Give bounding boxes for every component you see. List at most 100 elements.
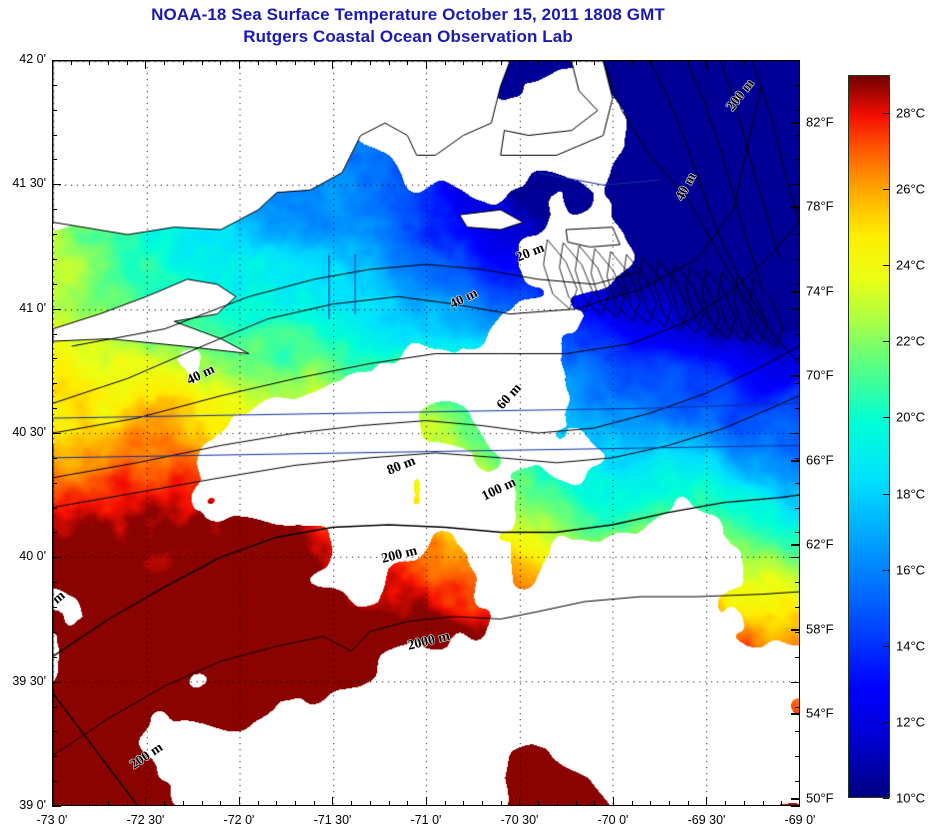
y-tick-minor-right bbox=[795, 259, 800, 260]
x-tick-minor bbox=[108, 60, 109, 65]
colorbar-fahrenheit-tick bbox=[791, 713, 800, 715]
y-tick-minor-right bbox=[795, 731, 800, 732]
x-tick-minor-bottom bbox=[463, 801, 464, 806]
x-tick-minor bbox=[445, 60, 446, 65]
y-tick-minor bbox=[52, 433, 61, 434]
colorbar-fahrenheit-label: 50°F bbox=[806, 790, 834, 806]
x-tick-minor-bottom bbox=[482, 801, 483, 806]
x-tick-minor-bottom bbox=[744, 801, 745, 806]
x-axis-tick-label: -69 0' bbox=[784, 813, 816, 827]
temperature-colorbar[interactable] bbox=[848, 75, 890, 798]
y-axis-tick-label: 39 0' bbox=[19, 798, 46, 812]
colorbar-fahrenheit-tick bbox=[791, 460, 800, 462]
y-tick-minor bbox=[52, 781, 57, 782]
y-tick-minor-right bbox=[791, 557, 800, 558]
y-tick-minor-right bbox=[791, 682, 800, 683]
x-tick-minor bbox=[576, 60, 577, 65]
colorbar-fahrenheit-label: 62°F bbox=[806, 536, 834, 552]
x-tick-minor-bottom bbox=[332, 797, 333, 806]
x-tick-minor bbox=[71, 60, 72, 65]
x-tick-minor bbox=[370, 60, 371, 65]
x-axis-tick-label: -69 30' bbox=[687, 813, 726, 827]
x-tick-minor bbox=[89, 60, 90, 65]
y-tick-minor-right bbox=[795, 110, 800, 111]
x-axis-tick-label: -70 0' bbox=[597, 813, 629, 827]
colorbar-celsius-label: 14°C bbox=[896, 638, 926, 654]
x-tick-minor bbox=[613, 60, 614, 69]
x-tick-minor bbox=[538, 60, 539, 65]
x-axis-tick-label: -72 30' bbox=[126, 813, 165, 827]
x-tick-minor bbox=[202, 60, 203, 65]
x-tick-minor bbox=[258, 60, 259, 65]
x-tick-minor bbox=[744, 60, 745, 65]
x-tick-minor-bottom bbox=[650, 801, 651, 806]
x-tick-minor-bottom bbox=[295, 801, 296, 806]
y-tick-minor-right bbox=[795, 358, 800, 359]
y-tick-minor-right bbox=[795, 159, 800, 160]
y-tick-minor-right bbox=[791, 433, 800, 434]
y-tick-minor bbox=[52, 358, 57, 359]
x-tick-minor bbox=[482, 60, 483, 65]
x-tick-minor-bottom bbox=[71, 801, 72, 806]
y-tick-minor-right bbox=[795, 607, 800, 608]
x-tick-minor bbox=[407, 60, 408, 65]
y-tick-minor bbox=[52, 508, 57, 509]
x-tick-minor-bottom bbox=[445, 801, 446, 806]
y-tick-minor-right bbox=[795, 234, 800, 235]
x-tick-minor bbox=[725, 60, 726, 65]
y-axis-tick-label: 40 30' bbox=[12, 425, 46, 439]
y-tick-minor bbox=[52, 234, 57, 235]
x-tick-minor-bottom bbox=[370, 801, 371, 806]
y-tick-minor bbox=[52, 135, 57, 136]
x-tick-minor-bottom bbox=[314, 801, 315, 806]
x-tick-minor bbox=[594, 60, 595, 65]
x-tick-minor-bottom bbox=[763, 801, 764, 806]
x-tick-minor-bottom bbox=[220, 801, 221, 806]
x-tick-minor-bottom bbox=[426, 797, 427, 806]
x-tick-minor-bottom bbox=[164, 801, 165, 806]
y-tick-minor-right bbox=[795, 756, 800, 757]
x-tick-minor bbox=[127, 60, 128, 65]
x-tick-minor bbox=[389, 60, 390, 65]
chart-title-block: NOAA-18 Sea Surface Temperature October … bbox=[0, 4, 816, 48]
y-axis-tick-label: 41 0' bbox=[19, 300, 46, 315]
y-tick-minor-right bbox=[795, 707, 800, 708]
x-tick-minor-bottom bbox=[389, 801, 390, 806]
colorbar-fahrenheit-label: 82°F bbox=[806, 114, 834, 129]
x-tick-minor-bottom bbox=[725, 801, 726, 806]
colorbar-fahrenheit-label: 78°F bbox=[806, 198, 834, 214]
x-tick-minor-bottom bbox=[501, 801, 502, 806]
x-tick-minor bbox=[669, 60, 670, 65]
y-tick-minor-right bbox=[795, 483, 800, 484]
x-tick-minor-bottom bbox=[706, 797, 707, 806]
y-tick-minor bbox=[52, 309, 61, 310]
sst-heatmap-canvas bbox=[53, 61, 799, 805]
page-title: NOAA-18 Sea Surface Temperature October … bbox=[151, 5, 665, 24]
colorbar-celsius-tick bbox=[883, 189, 889, 190]
colorbar-fahrenheit-tick bbox=[791, 206, 800, 208]
x-axis-tick-label: -71 0' bbox=[410, 813, 442, 827]
y-tick-minor bbox=[52, 383, 57, 384]
x-tick-minor-bottom bbox=[538, 801, 539, 806]
y-tick-minor-right bbox=[795, 657, 800, 658]
colorbar-celsius-tick bbox=[883, 646, 889, 647]
colorbar-fahrenheit-label: 74°F bbox=[806, 283, 834, 299]
x-tick-minor-bottom bbox=[183, 801, 184, 806]
x-tick-minor bbox=[332, 60, 333, 69]
x-tick-minor bbox=[276, 60, 277, 65]
y-tick-minor-right bbox=[795, 408, 800, 409]
x-tick-minor-bottom bbox=[89, 801, 90, 806]
x-tick-minor bbox=[688, 60, 689, 65]
x-tick-minor-bottom bbox=[202, 801, 203, 806]
colorbar-celsius-tick bbox=[883, 494, 889, 495]
colorbar-celsius-label: 22°C bbox=[896, 333, 926, 349]
y-tick-minor bbox=[52, 532, 57, 533]
y-tick-minor bbox=[52, 731, 57, 732]
y-tick-minor bbox=[52, 334, 57, 335]
x-tick-minor-bottom bbox=[127, 801, 128, 806]
x-axis-tick-label: -72 0' bbox=[223, 813, 255, 827]
colorbar-celsius-label: 16°C bbox=[896, 562, 926, 578]
colorbar-celsius-tick bbox=[883, 570, 889, 571]
colorbar-celsius-label: 24°C bbox=[896, 257, 926, 273]
